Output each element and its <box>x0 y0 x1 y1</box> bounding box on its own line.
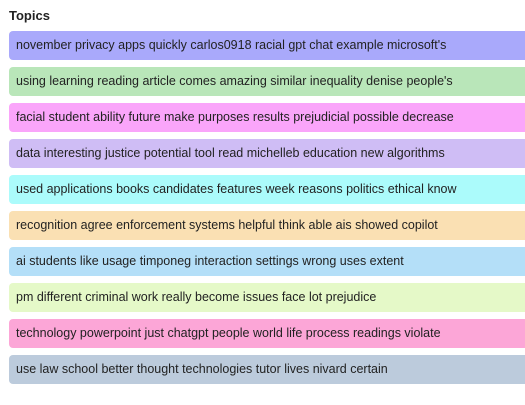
topic-label: facial student ability future make purpo… <box>16 110 454 124</box>
topic-label: using learning reading article comes ama… <box>16 74 453 88</box>
topic-label: pm different criminal work really become… <box>16 290 377 304</box>
topic-label: data interesting justice potential tool … <box>16 146 445 160</box>
topic-list: november privacy apps quickly carlos0918… <box>9 31 525 391</box>
topic-label: november privacy apps quickly carlos0918… <box>16 38 447 52</box>
topic-label: technology powerpoint just chatgpt peopl… <box>16 326 441 340</box>
topic-row[interactable]: pm different criminal work really become… <box>9 283 525 312</box>
topic-row[interactable]: recognition agree enforcement systems he… <box>9 211 525 240</box>
topic-label: ai students like usage timponeg interact… <box>16 254 404 268</box>
topic-label: use law school better thought technologi… <box>16 362 388 376</box>
topic-row[interactable]: use law school better thought technologi… <box>9 355 525 384</box>
topic-row[interactable]: using learning reading article comes ama… <box>9 67 525 96</box>
topic-row[interactable]: ai students like usage timponeg interact… <box>9 247 525 276</box>
topic-label: used applications books candidates featu… <box>16 182 457 196</box>
topic-row[interactable]: facial student ability future make purpo… <box>9 103 525 132</box>
topic-row[interactable]: data interesting justice potential tool … <box>9 139 525 168</box>
topic-row[interactable]: technology powerpoint just chatgpt peopl… <box>9 319 525 348</box>
topic-row[interactable]: used applications books candidates featu… <box>9 175 525 204</box>
panel-title: Topics <box>9 8 50 23</box>
topic-row[interactable]: november privacy apps quickly carlos0918… <box>9 31 525 60</box>
topic-label: recognition agree enforcement systems he… <box>16 218 438 232</box>
